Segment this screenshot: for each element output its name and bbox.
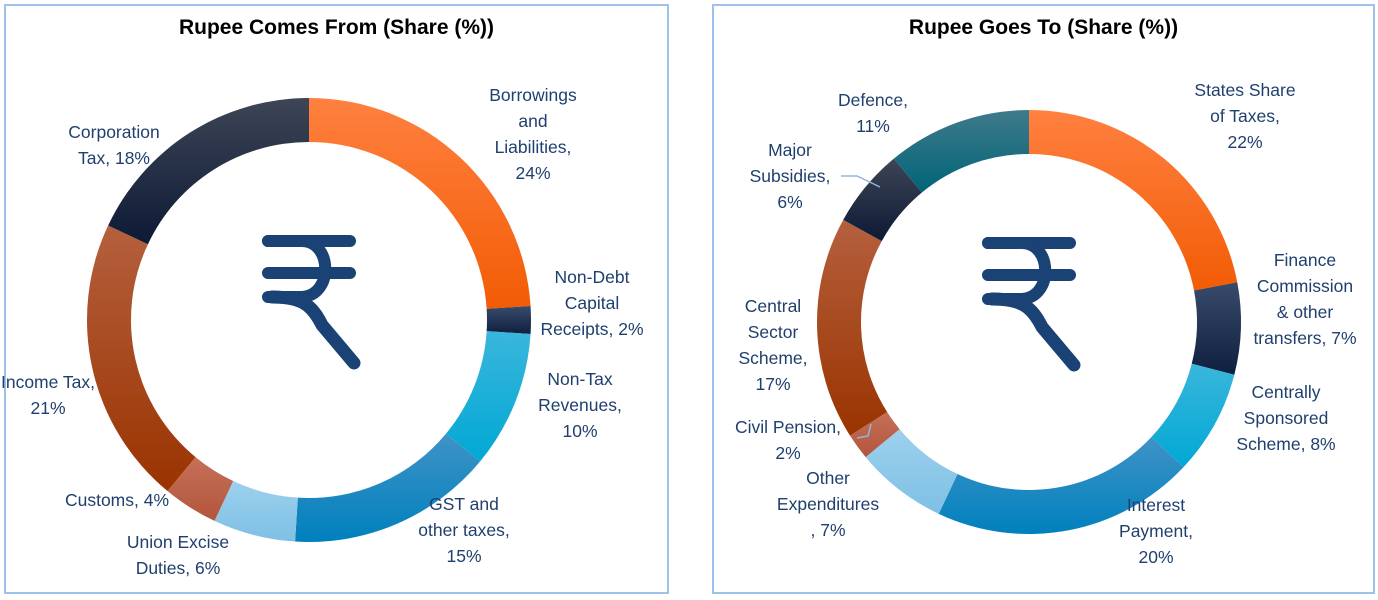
data-label-borrowings-and-liabilities: Borrowings and Liabilities, 24% — [489, 85, 577, 183]
donut-slice-defence — [893, 110, 1029, 193]
chart-title: Rupee Goes To (Share (%)) — [908, 16, 1179, 39]
data-label-states-share-of-taxes: States Share of Taxes, 22% — [1194, 80, 1295, 152]
data-label-central-sector-scheme: Central Sector Scheme, 17% — [738, 296, 807, 394]
donut-slice-central-sector-scheme — [816, 219, 888, 436]
donut-slice-interest-payment — [938, 437, 1184, 535]
data-label-income-tax: Income Tax, 21% — [1, 372, 95, 418]
donut-slice-union-excise-duties — [214, 481, 298, 542]
donut-slice-finance-commission-other-transfers — [1191, 282, 1241, 375]
data-label-defence: Defence, 11% — [838, 90, 908, 136]
donut-slice-other-expenditures — [865, 429, 958, 514]
data-label-gst-and-other-taxes: GST and other taxes, 15% — [418, 494, 509, 566]
donut-slice-civil-pension — [850, 412, 900, 458]
donut-slice-corporation-tax — [108, 98, 310, 245]
donut-slice-customs — [167, 457, 234, 521]
rupee-icon — [262, 235, 361, 370]
data-label-centrally-sponsored-scheme: Centrally Sponsored Scheme, 8% — [1236, 382, 1335, 454]
data-label-corporation-tax: Corporation Tax, 18% — [68, 122, 159, 168]
donut-slice-centrally-sponsored-scheme — [1151, 363, 1235, 468]
data-label-non-debt-capital-receipts: Non-Debt Capital Receipts, 2% — [540, 267, 643, 339]
donut-slice-income-tax — [87, 225, 196, 492]
data-label-non-tax-revenues: Non-Tax Revenues, 10% — [538, 369, 622, 441]
data-label-interest-payment: Interest Payment, 20% — [1119, 495, 1193, 567]
data-label-union-excise-duties: Union Excise Duties, 6% — [127, 532, 229, 578]
donut-slice-states-share-of-taxes — [1029, 110, 1238, 291]
chart-title: Rupee Comes From (Share (%)) — [178, 16, 495, 39]
data-label-civil-pension: Civil Pension, 2% — [735, 417, 841, 463]
data-label-other-expenditures: Other Expenditures, 7% — [777, 468, 879, 540]
rupee-icon — [982, 237, 1081, 372]
donut-slice-borrowings-and-liabilities — [309, 98, 531, 309]
donut-slice-non-debt-capital-receipts — [486, 306, 532, 334]
donut-slice-non-tax-revenues — [446, 331, 531, 462]
leader-line — [856, 423, 872, 439]
data-label-finance-commission-other-transfers: Finance Commission & other transfers, 7% — [1253, 250, 1356, 348]
donut-slice-major-subsidies — [843, 158, 922, 242]
donut-slice-gst-and-other-taxes — [295, 433, 481, 543]
leader-line — [841, 175, 881, 188]
data-label-major-subsidies: Major Subsidies, 6% — [750, 140, 831, 212]
data-label-customs: Customs, 4% — [65, 490, 169, 510]
